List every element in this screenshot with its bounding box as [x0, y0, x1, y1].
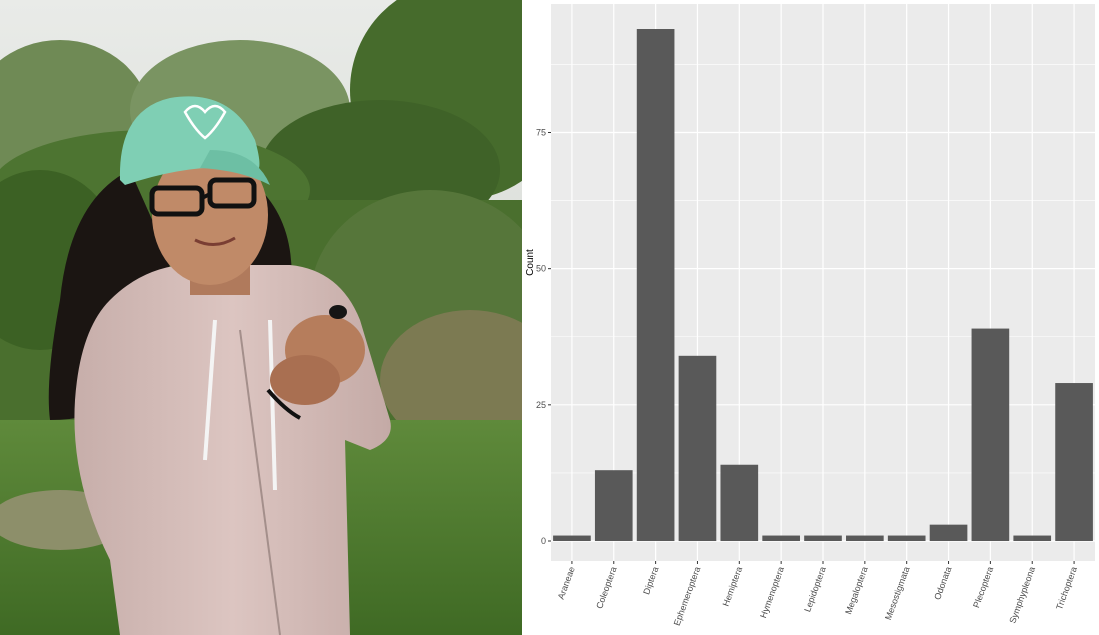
- y-axis: 0 25 50 75: [536, 127, 551, 546]
- x-tick-label: Megaloptera: [843, 565, 870, 615]
- bars: [553, 29, 1093, 541]
- y-axis-title: Count: [525, 249, 536, 276]
- x-tick-label: Symphypleona: [1007, 565, 1037, 624]
- bar-symphypleona: [1013, 535, 1052, 541]
- x-tick-label: Odonata: [932, 565, 953, 601]
- bar-ephemeroptera: [678, 355, 717, 541]
- x-tick-label: Plecoptera: [971, 565, 995, 609]
- bar-chart: 0 25 50 75 Araneae Coleoptera Diptera Ephemero…: [522, 0, 1099, 635]
- x-tick-label: Ephemeroptera: [672, 565, 703, 627]
- x-tick-label: Hymenoptera: [758, 565, 786, 619]
- x-axis: Araneae Coleoptera Diptera Ephemeroptera Hem…: [556, 561, 1079, 627]
- x-tick-label: Lepidoptera: [802, 565, 828, 613]
- bar-coleoptera: [594, 470, 633, 541]
- y-tick-label: 75: [536, 127, 546, 137]
- y-tick-label: 25: [536, 400, 546, 410]
- bar-mesostigmata: [887, 535, 926, 541]
- bar-trichoptera: [1055, 383, 1093, 541]
- bar-lepidoptera: [804, 535, 842, 541]
- bar-diptera: [636, 29, 675, 541]
- x-tick-label: Coleoptera: [594, 565, 618, 610]
- bar-araneae: [553, 535, 591, 541]
- chart-svg: 0 25 50 75 Araneae Coleoptera Diptera Ephemero…: [525, 4, 1095, 627]
- x-tick-label: Hemiptera: [721, 565, 745, 607]
- y-tick-label: 0: [541, 536, 546, 546]
- photo: [0, 0, 522, 635]
- bar-hemiptera: [720, 464, 759, 541]
- x-tick-label: Mesostigmata: [883, 565, 912, 621]
- x-tick-label: Diptera: [641, 565, 660, 596]
- bar-plecoptera: [971, 328, 1010, 541]
- y-tick-label: 50: [536, 264, 546, 274]
- x-tick-label: Trichoptera: [1054, 565, 1079, 611]
- bar-hymenoptera: [762, 535, 800, 541]
- x-tick-label: Araneae: [556, 565, 577, 600]
- bar-odonata: [929, 524, 968, 541]
- bar-megaloptera: [846, 535, 884, 541]
